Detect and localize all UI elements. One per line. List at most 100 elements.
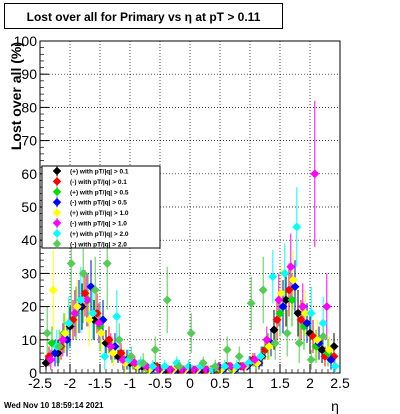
legend-box bbox=[41, 165, 161, 249]
data-point bbox=[76, 295, 86, 305]
data-point bbox=[70, 308, 80, 318]
data-point bbox=[138, 358, 148, 368]
data-point bbox=[50, 348, 60, 358]
y-axis-label: Lost over all (%) bbox=[8, 42, 24, 150]
data-point bbox=[294, 338, 304, 348]
data-point bbox=[190, 365, 200, 375]
data-point bbox=[220, 361, 230, 371]
data-point bbox=[262, 335, 272, 345]
y-tick-label: 80 bbox=[21, 99, 37, 115]
x-tick-label: -2.5 bbox=[28, 375, 52, 391]
data-point bbox=[234, 351, 244, 361]
data-point bbox=[246, 298, 256, 308]
legend: (+) with pT/|q| > 0.1 (-) with pT/|q| > 0… bbox=[41, 165, 161, 249]
data-point bbox=[58, 335, 68, 345]
x-tick-labels: -2.5 -2 -1.5 -1 -0.5 0 0.5 1 1.5 2 2.5 bbox=[28, 375, 350, 391]
data-point bbox=[90, 285, 100, 295]
data-point bbox=[276, 288, 286, 298]
data-point bbox=[174, 361, 184, 371]
data-point bbox=[198, 358, 208, 368]
data-point bbox=[210, 361, 220, 371]
data-point bbox=[302, 318, 312, 328]
axis-ticks bbox=[39, 40, 341, 374]
y-tick-labels: 0 10 20 30 40 50 60 70 80 90 100 bbox=[14, 33, 38, 381]
data-point bbox=[114, 335, 124, 345]
data-point bbox=[310, 169, 320, 179]
legend-entry: (-) with pT/|q| > 0.5 bbox=[52, 197, 127, 208]
data-point bbox=[330, 361, 340, 371]
data-point bbox=[100, 351, 110, 361]
data-point bbox=[96, 328, 106, 338]
legend-label: (-) with pT/|q| > 2.0 bbox=[70, 241, 127, 248]
data-point bbox=[154, 365, 164, 375]
data-point bbox=[222, 345, 232, 355]
data-point bbox=[186, 328, 196, 338]
data-point bbox=[278, 302, 288, 312]
x-tick-label: 1 bbox=[246, 375, 254, 391]
data-point bbox=[300, 308, 310, 318]
y-tick-label: 90 bbox=[21, 66, 37, 82]
data-point bbox=[292, 222, 302, 232]
legend-marker bbox=[52, 177, 62, 186]
x-tick-label: -2 bbox=[64, 375, 77, 391]
data-markers bbox=[41, 169, 340, 375]
x-tick-label: 0 bbox=[186, 375, 194, 391]
data-point bbox=[282, 328, 292, 338]
data-point bbox=[324, 345, 334, 355]
data-point bbox=[46, 355, 56, 365]
data-point bbox=[274, 295, 284, 305]
data-point bbox=[78, 268, 88, 278]
data-point bbox=[226, 361, 236, 371]
data-point bbox=[238, 361, 248, 371]
legend-label: (+) with pT/|q| > 0.5 bbox=[70, 189, 129, 196]
data-point bbox=[317, 345, 327, 355]
data-point bbox=[72, 302, 82, 312]
data-point bbox=[126, 351, 136, 361]
x-tick-label: -0.5 bbox=[148, 375, 172, 391]
x-tick-label: -1.5 bbox=[88, 375, 112, 391]
data-point bbox=[106, 341, 116, 351]
y-tick-label: 100 bbox=[14, 33, 38, 49]
data-point bbox=[202, 365, 212, 375]
legend-marker bbox=[52, 208, 62, 217]
y-tick-label: 70 bbox=[21, 133, 37, 149]
data-point bbox=[162, 295, 172, 305]
data-point bbox=[258, 285, 268, 295]
legend-entry: (-) with pT/|q| > 0.1 bbox=[52, 176, 127, 187]
y-tick-label: 0 bbox=[29, 365, 37, 381]
legend-entry: (+) with pT/|q| > 0.5 bbox=[52, 186, 129, 197]
data-point bbox=[88, 308, 98, 318]
data-point bbox=[296, 315, 306, 325]
data-point bbox=[84, 315, 94, 325]
x-tick-label: 0.5 bbox=[210, 375, 230, 391]
legend-marker bbox=[52, 197, 62, 207]
legend-label: (-) with pT/|q| > 0.1 bbox=[70, 179, 127, 186]
data-point bbox=[82, 295, 92, 305]
data-point bbox=[318, 318, 328, 328]
data-point bbox=[290, 282, 300, 292]
legend-marker bbox=[52, 218, 62, 228]
data-point bbox=[322, 302, 332, 312]
legend-marker bbox=[52, 239, 62, 249]
data-point bbox=[148, 361, 158, 371]
y-tick-label: 50 bbox=[21, 199, 37, 215]
y-tick-label: 40 bbox=[21, 232, 37, 248]
data-point bbox=[293, 308, 303, 318]
data-point bbox=[264, 341, 274, 351]
legend-label: (-) with pT/|q| > 1.0 bbox=[70, 221, 127, 228]
x-tick-label: 2 bbox=[306, 375, 314, 391]
y-tick-label: 30 bbox=[21, 265, 37, 281]
data-point bbox=[48, 285, 58, 295]
data-point bbox=[269, 325, 279, 335]
legend-marker bbox=[52, 229, 62, 238]
x-tick-label: 1.5 bbox=[270, 375, 290, 391]
data-point bbox=[280, 268, 290, 278]
data-point bbox=[42, 328, 52, 338]
data-point bbox=[184, 361, 194, 371]
data-point bbox=[270, 338, 280, 348]
data-point bbox=[54, 341, 64, 351]
data-point bbox=[60, 328, 70, 338]
data-point bbox=[64, 318, 74, 328]
data-point bbox=[306, 308, 316, 318]
y-tick-label: 20 bbox=[21, 299, 37, 315]
